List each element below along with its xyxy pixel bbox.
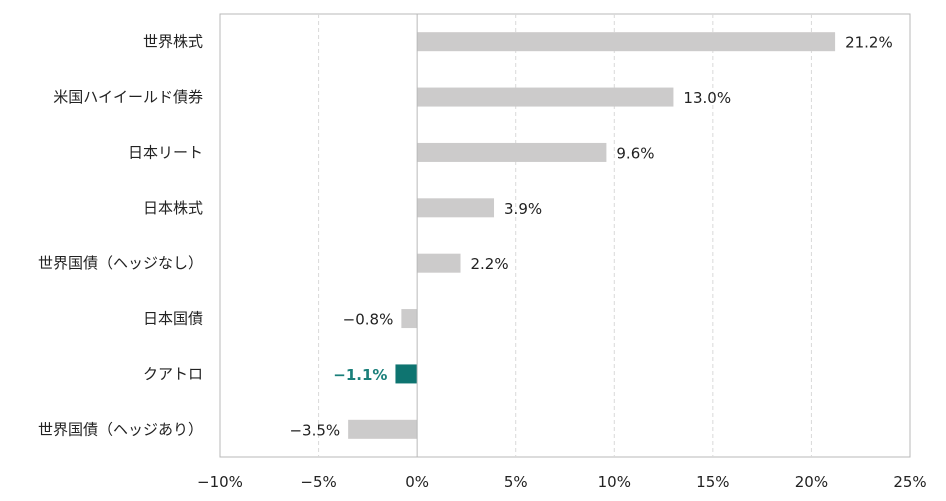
category-label: 世界国債（ヘッジなし） [38,254,203,272]
x-tick-label: −10% [197,473,243,491]
plot-frame [219,13,911,458]
bar [348,419,418,439]
x-tick-label: 15% [696,473,729,491]
category-label: 世界国債（ヘッジあり） [38,420,203,438]
x-tick-label: 25% [893,473,926,491]
grid-lines [318,14,812,457]
category-label: 日本リート [128,143,203,161]
x-tick-label: −5% [300,473,336,491]
x-tick-label: 20% [795,473,828,491]
value-label: 13.0% [683,89,731,107]
value-labels: 21.2% 13.0% 9.6% 3.9% 2.2% −0.8% −1.1% −3.5% [289,34,892,440]
value-label: −1.1% [333,366,387,384]
bar [417,142,607,162]
bar [401,309,418,329]
category-label: 日本株式 [143,199,203,217]
category-label: 米国ハイイールド債券 [53,88,203,106]
category-label: クアトロ [143,365,203,383]
value-label: 21.2% [845,34,893,52]
bar-highlight [395,364,418,384]
category-label: 日本国債 [143,310,203,328]
bar [417,32,836,52]
value-label: 9.6% [616,144,654,162]
value-label: 3.9% [504,200,542,218]
bar [417,87,674,107]
category-label: 世界株式 [143,33,203,51]
x-tick-labels: −10% −5% 0% 5% 10% 15% 20% 25% [197,473,927,491]
bars [348,32,836,439]
bar [417,198,495,218]
x-tick-label: 5% [504,473,528,491]
value-label: 2.2% [471,255,509,273]
value-label: −3.5% [289,421,340,439]
value-label: −0.8% [343,311,394,329]
bar [417,253,461,273]
x-tick-label: 10% [598,473,631,491]
x-tick-label: 0% [405,473,429,491]
